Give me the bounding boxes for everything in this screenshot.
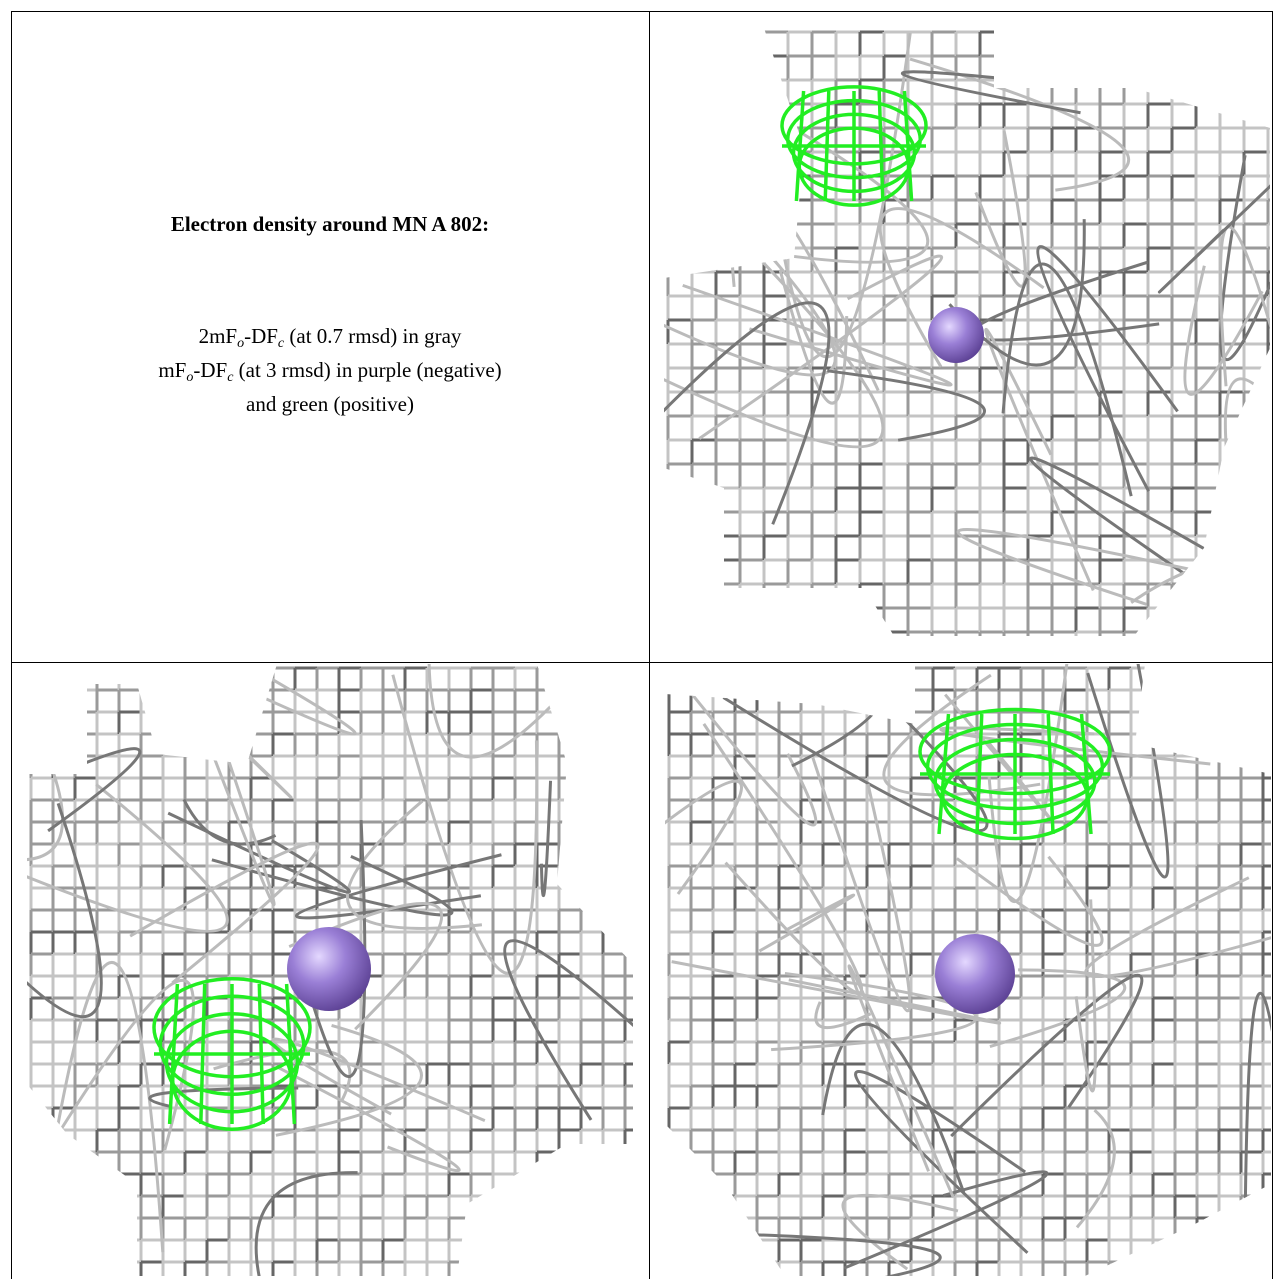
mesh-curve xyxy=(163,664,357,736)
caption-text: 2mF xyxy=(198,324,238,348)
mesh-curve xyxy=(722,683,989,833)
subscript: c xyxy=(227,370,234,385)
caption-text: -DF xyxy=(193,358,228,382)
table-rule xyxy=(11,11,12,1279)
mesh-curve xyxy=(271,1037,486,1123)
mesh-curve xyxy=(811,757,912,1013)
mesh-curve xyxy=(1001,262,1133,497)
mesh-curve xyxy=(1157,139,1270,294)
mesh-curve xyxy=(698,254,944,440)
mesh-curve xyxy=(984,327,1095,592)
mn-atom xyxy=(928,307,984,363)
mesh-curve xyxy=(288,901,444,1031)
mesh-curve xyxy=(27,783,229,933)
positive-density xyxy=(780,85,928,207)
mesh-curve xyxy=(843,1170,1049,1270)
density-panel xyxy=(664,28,1270,636)
subscript: o xyxy=(186,370,194,385)
positive-density xyxy=(152,977,312,1131)
mesh-curve xyxy=(827,369,986,442)
mesh-curve xyxy=(821,1022,966,1194)
mesh-curve xyxy=(1075,1108,1116,1229)
mesh-curve xyxy=(48,961,165,1253)
mn-atom xyxy=(935,934,1015,1014)
mesh-curve xyxy=(277,1066,461,1173)
mesh-curve xyxy=(1219,58,1270,362)
mesh-curve xyxy=(27,802,103,1019)
mesh-curve xyxy=(167,811,351,894)
table-rule xyxy=(649,11,650,1279)
mesh-curve xyxy=(1074,899,1097,1093)
mesh-curve xyxy=(1183,265,1264,396)
mesh-curve xyxy=(901,70,1081,115)
mesh-curve xyxy=(878,207,1045,368)
caption-text: and green (positive) xyxy=(246,392,414,416)
mesh-curve xyxy=(539,780,553,898)
mesh-curve xyxy=(1243,991,1271,1276)
mesh-curve xyxy=(211,854,454,917)
mesh-curve xyxy=(778,269,849,405)
mesh-curve xyxy=(944,693,1052,820)
density-panel xyxy=(665,664,1271,1276)
mesh-curve xyxy=(1218,225,1270,437)
mesh-curve xyxy=(294,819,367,1079)
caption-text: mF xyxy=(158,358,187,382)
mesh-curve xyxy=(841,1193,959,1271)
mesh-curve xyxy=(129,841,320,985)
table-rule xyxy=(11,662,1273,663)
mesh-curve xyxy=(391,674,539,975)
mesh-curve xyxy=(765,33,912,359)
mesh-curve xyxy=(665,779,743,895)
mesh-curve xyxy=(814,1001,872,1030)
caption-line: and green (positive) xyxy=(11,392,649,417)
mesh-curve xyxy=(682,283,953,387)
caption-line: mFo-DFc (at 3 rmsd) in purple (negative) xyxy=(11,358,649,385)
mesh-curve xyxy=(956,528,1244,606)
mesh-curve xyxy=(909,57,1131,192)
mesh-curve xyxy=(955,855,1104,947)
mesh-curve xyxy=(674,672,818,827)
mesh-curve xyxy=(47,747,142,833)
mesh-curve xyxy=(758,893,856,953)
mn-atom xyxy=(287,927,371,1011)
mesh-curve xyxy=(664,28,785,214)
mesh-curve xyxy=(987,664,1071,904)
mesh-curve xyxy=(745,664,886,768)
mesh-curve xyxy=(345,799,483,930)
mesh-curve xyxy=(989,968,1127,1048)
mesh-curve xyxy=(664,301,831,525)
density-panel xyxy=(27,664,633,1276)
table-rule xyxy=(11,11,1273,12)
mesh-curve xyxy=(950,973,1144,1138)
caption-text: -DF xyxy=(244,324,278,348)
caption-text: (at 0.7 rmsd) in gray xyxy=(284,324,462,348)
mesh-curve xyxy=(1036,245,1179,492)
subscript: c xyxy=(277,336,285,351)
mesh-curve xyxy=(531,1201,633,1252)
mesh-curve xyxy=(182,798,277,846)
mesh-curve xyxy=(847,964,955,1199)
mesh-curve xyxy=(974,130,1027,288)
caption-line: 2mFo-DFc (at 0.7 rmsd) in gray xyxy=(11,324,649,351)
mesh-curve xyxy=(427,664,566,759)
mesh-curve xyxy=(665,1232,942,1276)
subscript: o xyxy=(237,336,245,351)
mesh-curve xyxy=(503,939,633,1121)
caption-title: Electron density around MN A 802: xyxy=(170,212,490,236)
mesh-curve xyxy=(1084,876,1271,979)
mesh-curve xyxy=(275,1024,423,1137)
mesh-curve xyxy=(156,664,276,907)
mesh-curve xyxy=(771,971,978,1052)
mesh-curve xyxy=(702,723,864,995)
mesh-curve xyxy=(1029,456,1270,634)
positive-density xyxy=(918,707,1112,841)
mesh-curve xyxy=(254,1171,358,1276)
mesh-curve xyxy=(148,1086,299,1109)
table-rule xyxy=(1272,11,1273,1279)
caption-text: (at 3 rmsd) in purple (negative) xyxy=(233,358,502,382)
mesh-curve xyxy=(664,238,885,449)
